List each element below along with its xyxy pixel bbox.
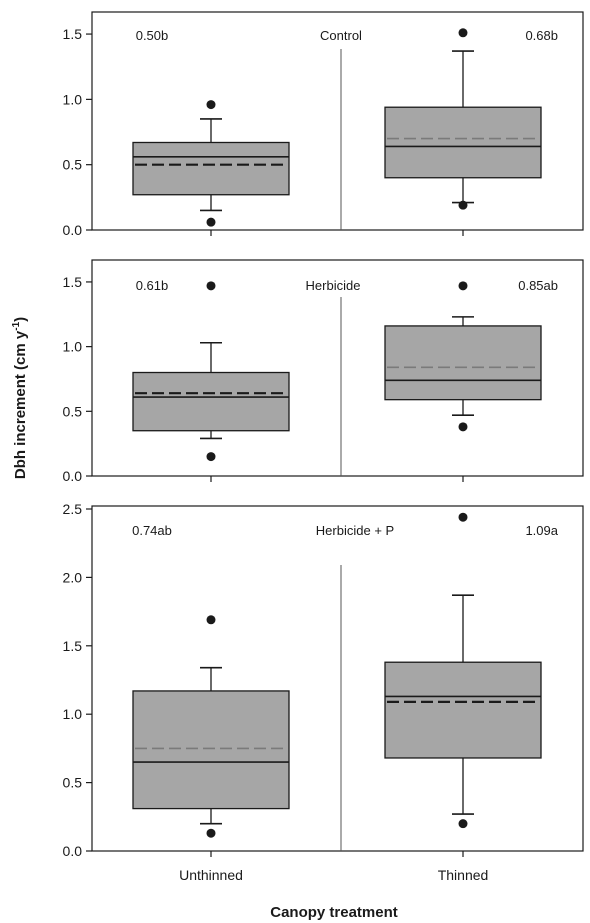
mean-annotation: 1.09a: [525, 523, 558, 538]
y-tick-label: 1.0: [63, 339, 83, 355]
outlier-point: [458, 200, 468, 210]
y-tick-label: 0.5: [63, 157, 83, 173]
y-axis-title-close: ): [12, 317, 29, 322]
panel-label: Herbicide + P: [316, 523, 394, 538]
y-tick-label: 1.0: [63, 91, 83, 107]
y-tick-label: 0.5: [63, 775, 83, 791]
box-iqr: [132, 690, 290, 810]
outlier-point: [458, 819, 468, 829]
x-axis-title: Canopy treatment: [270, 904, 398, 921]
panel-2: 0.0 0.5 1.0 1.5 Herbicide 0.61b 0.85ab: [63, 259, 584, 484]
panel-label: Control: [320, 28, 362, 43]
y-tick-label: 2.5: [63, 501, 83, 517]
box-iqr: [384, 661, 542, 759]
outlier-point: [206, 828, 216, 838]
box-iqr: [132, 371, 290, 432]
box-iqr: [384, 106, 542, 179]
panel-frame: [91, 11, 584, 231]
panel-label: Herbicide: [306, 278, 361, 293]
box-unthinned: 0.50b: [132, 28, 290, 227]
y-axis-title: Dbh increment (cm y-1): [11, 317, 29, 479]
mean-annotation: 0.68b: [525, 28, 558, 43]
y-tick-label: 1.0: [63, 706, 83, 722]
mean-annotation: 0.61b: [136, 278, 169, 293]
box-thinned: 1.09a: [384, 512, 559, 829]
box-iqr: [384, 325, 542, 401]
y-tick-label: 0.0: [63, 843, 83, 859]
panel-frame: [91, 505, 584, 852]
outlier-point: [458, 422, 468, 432]
outlier-point: [206, 281, 216, 291]
box-thinned: 0.68b: [384, 28, 558, 210]
y-tick-label: 2.0: [63, 569, 83, 585]
y-tick-label: 1.5: [63, 26, 83, 42]
mean-annotation: 0.85ab: [518, 278, 558, 293]
y-axis-title-main: Dbh increment (cm y: [12, 330, 29, 479]
x-category-label: Thinned: [438, 867, 489, 883]
x-category-label: Unthinned: [179, 867, 243, 883]
outlier-point: [458, 512, 468, 522]
mean-annotation: 0.50b: [136, 28, 169, 43]
y-tick-label: 0.0: [63, 468, 83, 484]
panel-3: 0.0 0.5 1.0 1.5 2.0 2.5 Herbicide + P 0.74ab 1.0…: [63, 501, 584, 859]
panel-1: 0.0 0.5 1.0 1.5 Control 0.50b 0.68b: [63, 11, 584, 238]
y-axis-title-sup: -1: [11, 321, 22, 330]
y-tick-label: 1.5: [63, 274, 83, 290]
box-iqr: [132, 141, 290, 196]
y-tick-label: 0.5: [63, 403, 83, 419]
outlier-point: [206, 100, 216, 110]
y-tick-label: 0.0: [63, 222, 83, 238]
box-unthinned: 0.74ab: [132, 523, 290, 838]
panel-frame: [91, 259, 584, 477]
box-unthinned: 0.61b: [132, 278, 290, 462]
outlier-point: [458, 281, 468, 291]
y-tick-label: 1.5: [63, 638, 83, 654]
box-thinned: 0.85ab: [384, 278, 558, 432]
outlier-point: [206, 615, 216, 625]
outlier-point: [458, 28, 468, 38]
mean-annotation: 0.74ab: [132, 523, 172, 538]
outlier-point: [206, 452, 216, 462]
outlier-point: [206, 217, 216, 227]
